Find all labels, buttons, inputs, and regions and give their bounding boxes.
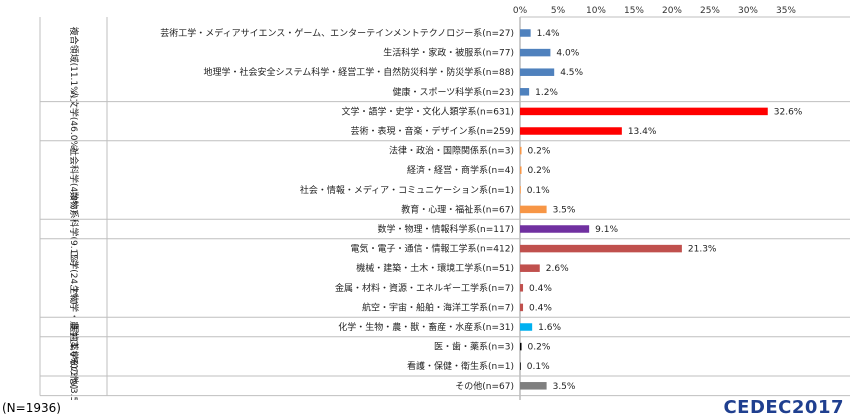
value-label: 3.5% <box>553 382 576 392</box>
row-label: 化学・生物・農・獣・畜産・水産系(n=31) <box>338 321 514 333</box>
value-label: 0.1% <box>527 362 550 372</box>
value-label: 32.6% <box>774 107 803 117</box>
group-label: 数物系科学(9.1%) <box>68 192 80 267</box>
value-label: 1.4% <box>537 29 560 39</box>
value-label: 9.1% <box>595 225 618 235</box>
value-label: 0.2% <box>528 147 551 157</box>
bar <box>520 107 768 116</box>
row-label: 芸術工学・メディアサイエンス・ゲーム、エンターテインメントテクノロジー系(n=2… <box>160 27 514 39</box>
value-label: 21.3% <box>688 245 717 255</box>
row-label: 電気・電子・通信・情報工学系(n=412) <box>351 243 514 255</box>
row-label: その他(n=67) <box>455 380 514 392</box>
bar <box>520 48 551 57</box>
x-tick-label: 20% <box>662 6 682 16</box>
x-tick-label: 30% <box>738 6 758 16</box>
bar <box>520 127 622 135</box>
bar-chart: 0% 5% 10% 15% 20% 25% 30% 35% 芸術工学・メディアサイエンス・ゲーム… <box>39 6 850 400</box>
value-label: 0.1% <box>527 186 550 196</box>
bar <box>520 244 682 253</box>
row-label: 航空・宇宙・船舶・海洋工学系(n=7) <box>362 301 514 313</box>
row-label: 文学・語学・史学・文化人類学系(n=631) <box>342 105 514 117</box>
row-label: 社会・情報・メディア・コミュニケーション系(n=1) <box>300 184 514 196</box>
value-label: 4.5% <box>560 68 583 78</box>
value-label: 0.2% <box>528 343 551 353</box>
bar <box>520 284 524 292</box>
group-label: 医歯薬学(0.3%) <box>68 323 80 389</box>
value-label: 1.2% <box>535 88 558 98</box>
bar <box>520 186 521 194</box>
group-label: 人文学(46.0%) <box>68 90 80 153</box>
x-tick-label: 0% <box>513 6 528 16</box>
x-tick-label: 35% <box>776 6 796 16</box>
x-tick-label: 10% <box>586 6 606 16</box>
bar <box>520 29 531 37</box>
bar <box>520 68 555 76</box>
row-label: 機械・建築・土木・環境工学系(n=51) <box>356 262 514 274</box>
row-label: 健康・スポーツ科学系(n=23) <box>392 86 514 98</box>
bar <box>520 342 522 351</box>
sample-size-note: (N=1936) <box>2 401 61 415</box>
bar <box>520 146 522 155</box>
row-label: 生活科学・家政・被服系(n=77) <box>383 47 514 59</box>
bar <box>520 166 522 174</box>
x-tick-label: 25% <box>700 6 720 16</box>
value-label: 4.0% <box>556 49 579 59</box>
value-label: 1.6% <box>538 323 561 333</box>
x-tick-label: 15% <box>624 6 644 16</box>
value-label: 0.4% <box>529 284 552 294</box>
value-label: 2.6% <box>546 264 569 274</box>
row-label: 法律・政治・国際関係系(n=3) <box>389 145 514 157</box>
bar <box>520 303 524 312</box>
value-label: 3.5% <box>553 205 576 215</box>
bar <box>520 225 590 233</box>
bar <box>520 323 533 331</box>
bar <box>520 88 530 96</box>
group-label: 工学(24.7%) <box>68 251 80 305</box>
row-label: 芸術・表現・音楽・デザイン系(n=259) <box>351 125 514 137</box>
group-label: その他(3.5%) <box>68 357 80 400</box>
x-tick-label: 5% <box>551 6 566 16</box>
row-label: 金属・材料・資源・エネルギー工学系(n=7) <box>335 282 514 294</box>
group-label: 生物学・農学(1.6%) <box>68 285 80 369</box>
bar <box>520 362 521 370</box>
bar <box>520 205 547 214</box>
bar <box>520 264 540 272</box>
row-label: 教育・心理・福祉系(n=67) <box>401 203 514 215</box>
group-label: 社会科学(4.0%) <box>68 147 80 213</box>
group-label: 複合領域(11.1%) <box>68 27 80 99</box>
value-label: 13.4% <box>628 127 657 137</box>
row-label: 医・歯・薬系(n=3) <box>434 341 514 353</box>
row-label: 地理学・社会安全システム科学・経営工学・自然防災科学・防災学系(n=88) <box>204 66 514 78</box>
value-label: 0.2% <box>528 166 551 176</box>
row-label: 数学・物理・情報科学系(n=117) <box>378 223 514 235</box>
cedec-logo: CEDEC2017 <box>723 397 844 418</box>
value-label: 0.4% <box>529 303 552 313</box>
row-label: 看護・保健・衛生系(n=1) <box>407 360 514 372</box>
row-label: 経済・経営・商学系(n=4) <box>407 164 514 176</box>
bar <box>520 382 547 390</box>
